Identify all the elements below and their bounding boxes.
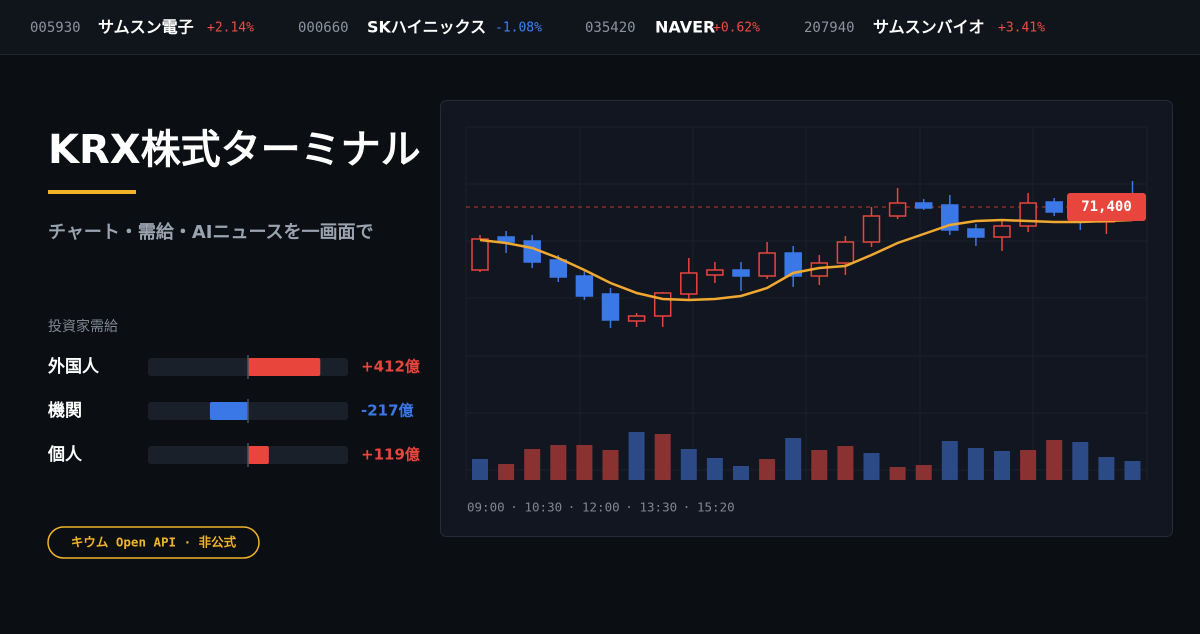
ticker-code: 207940 [804,20,855,36]
ticker-change: +3.41% [998,21,1045,36]
x-label: 13:30 [640,500,678,515]
volume-bar [941,441,958,480]
candle-body [1045,201,1063,213]
volume-bar [1046,440,1063,480]
volume-bar [967,448,984,480]
candle-body [601,293,620,321]
x-separator: · [625,500,633,515]
candle-body [914,202,933,209]
candle-body [1019,202,1037,227]
x-separator: · [683,500,691,515]
candle-body [758,252,776,277]
volume-bar [628,432,645,480]
last-price-label: 71,400 [1081,199,1132,215]
candle-body [732,269,750,277]
x-label: 12:00 [582,500,620,515]
flow-label: 機関 [48,400,82,421]
x-label: 10:30 [525,500,563,515]
volume-bar [498,464,515,480]
flow-bar [248,358,321,376]
volume-bar [889,467,906,480]
volume-bar [1124,461,1141,480]
volume-bar [1020,450,1037,480]
x-label: 09:00 [467,500,505,515]
flow-value: +412億 [361,358,420,376]
candle-body [993,225,1011,238]
x-label: 15:20 [697,500,735,515]
ticker: 005930 サムスン電子 +2.14% 000660 SKハイニックス -1.08% 03… [30,18,1045,37]
candle-body [706,269,724,276]
volume-bar [811,450,828,480]
volume-bar [654,434,671,480]
volume-bar [524,449,541,480]
candle-body [627,315,646,322]
x-separator: · [510,500,518,515]
moving-average [479,218,1133,302]
candle-body [523,240,541,263]
ticker-change: +2.14% [207,21,254,36]
ticker-code: 005930 [30,20,81,36]
candle-body [575,275,594,297]
candle-body [888,202,907,217]
candle-body [836,241,855,264]
volume-bar [472,459,488,480]
ticker-name: NAVER [655,18,715,37]
volume-bar [785,438,802,480]
volume-bar [706,458,723,480]
ticker-name: サムスン電子 [98,18,194,37]
volume-bar [837,446,854,480]
badge-text: キウム Open API · 非公式 [71,535,237,550]
flow-value: +119億 [361,446,420,464]
candle-body [680,272,698,295]
flow-label: 個人 [47,444,83,465]
volume-bar [1098,457,1115,480]
section-title: 投資家需給 [48,318,118,335]
volume-bar [1072,442,1089,480]
candle-body [784,252,802,277]
volume-bar [550,445,567,480]
ticker-code: 035420 [585,20,636,36]
volume-bar [863,453,880,480]
chart: 71,400 09:00 · 10:30 · 12:00 · 13:30 · 15:20 [465,126,1148,515]
flow-value: -217億 [361,402,414,420]
candle-body [862,215,881,243]
flow-bar [209,402,248,420]
volume-bar [915,465,932,480]
ticker-bar [0,0,1200,54]
title-underline [48,190,136,194]
volume-bar [733,466,749,480]
subtitle: チャート・需給・AIニュースを一画面で [48,221,374,243]
volume-bar [759,459,776,480]
ticker-name: サムスンバイオ [873,18,985,37]
flow-bar [248,446,269,464]
candle-body [471,238,489,271]
volume-bar [994,451,1010,480]
x-separator: · [568,500,576,515]
candle-body [967,228,985,238]
ticker-change: +0.62% [713,21,760,36]
ticker-name: SKハイニックス [367,18,486,37]
ticker-code: 000660 [298,20,349,36]
flow-label: 外国人 [48,356,100,377]
badge [47,526,260,559]
candle-body [549,259,568,278]
ticker-change: -1.08% [495,21,542,36]
volume-bar [576,445,593,480]
last-price-tag [1067,193,1146,221]
title: KRX株式ターミナル [48,127,421,173]
volume-bar [602,450,619,480]
volume-bar [680,449,697,480]
